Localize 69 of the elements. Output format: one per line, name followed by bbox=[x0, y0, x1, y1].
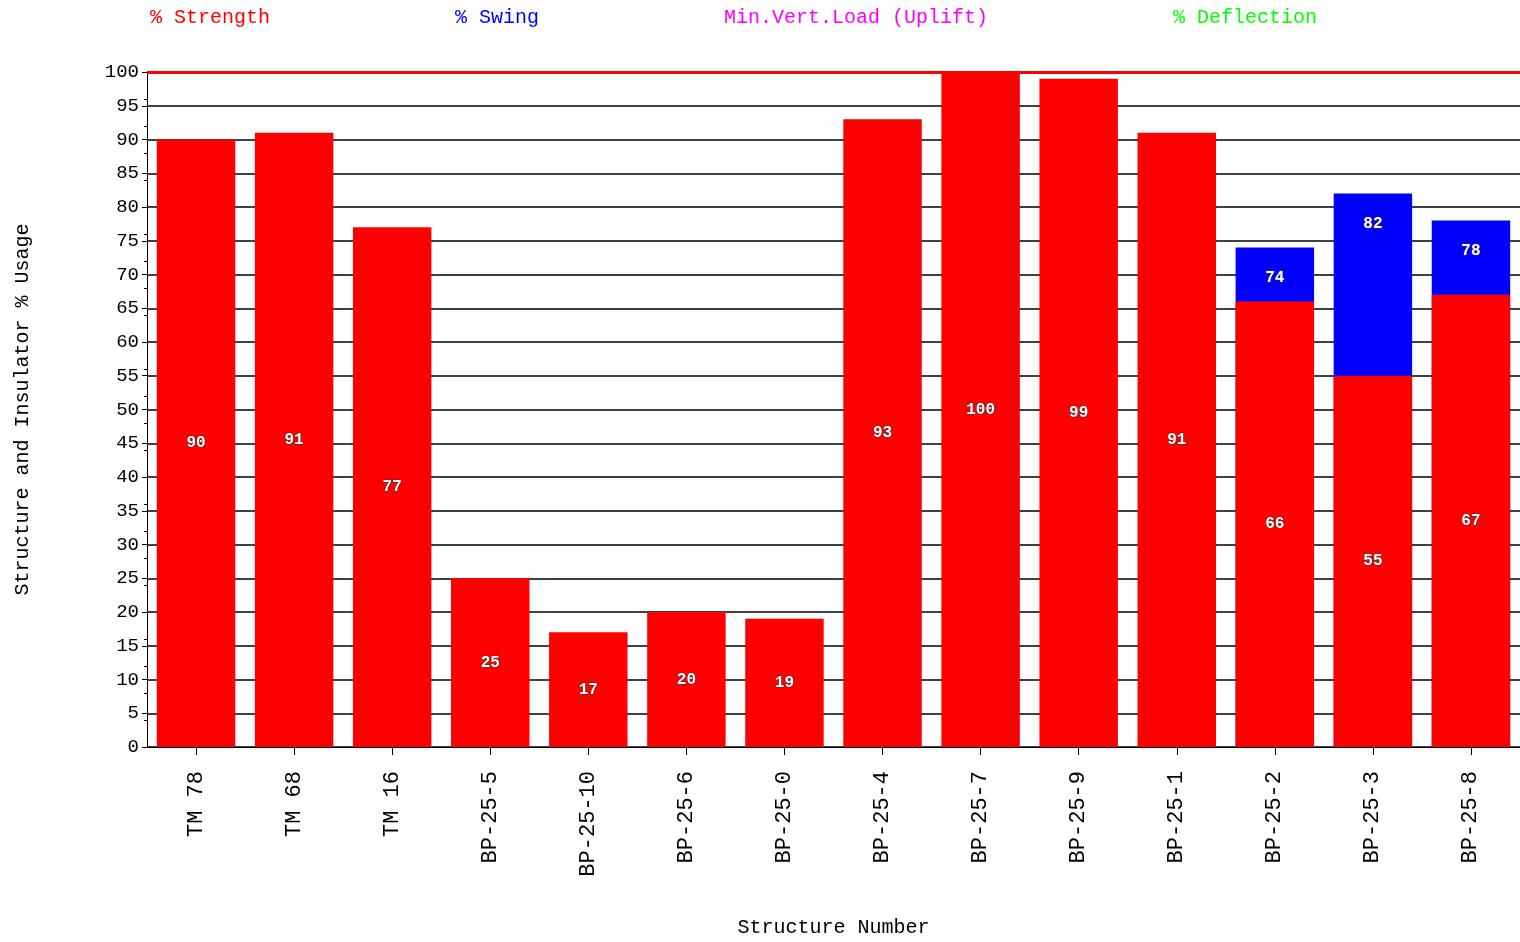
y-tick-label: 40 bbox=[116, 466, 139, 488]
data-label: 17 bbox=[578, 680, 598, 699]
bar bbox=[1333, 375, 1413, 747]
x-tick-label: TM 78 bbox=[183, 771, 209, 838]
y-tick-label: 60 bbox=[116, 331, 139, 353]
x-tick-label: BP-25-8 bbox=[1458, 771, 1484, 864]
x-tick-label: BP-25-2 bbox=[1262, 771, 1288, 864]
x-tick-label: BP-25-3 bbox=[1360, 771, 1386, 864]
x-tick-label: BP-25-5 bbox=[477, 771, 503, 864]
x-axis-title: Structure Number bbox=[737, 915, 930, 939]
data-label: 99 bbox=[1069, 403, 1089, 422]
data-label: 91 bbox=[1167, 430, 1187, 449]
y-tick-label: 35 bbox=[116, 499, 139, 522]
y-tick-label: 55 bbox=[116, 364, 139, 387]
data-label: 19 bbox=[774, 673, 795, 692]
y-tick-label: 50 bbox=[116, 398, 139, 421]
text: % Swing bbox=[455, 5, 540, 29]
y-tick-label: 45 bbox=[116, 432, 139, 455]
data-label: 67 bbox=[1461, 511, 1481, 530]
data-label: 100 bbox=[966, 400, 996, 419]
legend-label: Min.Vert.Load (Uplift) bbox=[724, 5, 989, 29]
y-tick-label: 10 bbox=[116, 668, 139, 691]
data-label: 91 bbox=[284, 430, 304, 449]
bar bbox=[352, 227, 432, 747]
x-tick-label: BP-25-4 bbox=[870, 771, 896, 864]
x-tick-label: BP-25-0 bbox=[771, 771, 797, 864]
y-tick-label: 80 bbox=[116, 196, 139, 218]
data-label: 78 bbox=[1461, 241, 1481, 260]
y-tick-label: 20 bbox=[116, 601, 139, 623]
y-tick-label: 70 bbox=[116, 263, 139, 286]
bar bbox=[1137, 132, 1216, 747]
bar bbox=[745, 618, 824, 747]
y-tick-label: 25 bbox=[116, 567, 139, 590]
y-tick-label: 75 bbox=[116, 229, 139, 252]
x-tick-label: BP-25-1 bbox=[1164, 771, 1190, 864]
bar bbox=[451, 578, 530, 747]
bar bbox=[843, 119, 922, 747]
bar bbox=[1039, 78, 1118, 747]
bar bbox=[549, 632, 628, 747]
y-tick-label: 30 bbox=[116, 533, 139, 556]
y-axis-title: Structure and Insulator % Usage bbox=[10, 223, 34, 596]
data-label: 90 bbox=[186, 434, 206, 453]
data-label: 66 bbox=[1265, 515, 1285, 534]
x-tick-label: TM 16 bbox=[379, 771, 405, 838]
data-label: 74 bbox=[1265, 268, 1285, 287]
y-tick-label: 0 bbox=[127, 736, 139, 758]
data-label: 25 bbox=[480, 653, 500, 672]
data-label: 20 bbox=[676, 670, 696, 689]
x-tick-label: BP-25-7 bbox=[968, 771, 994, 864]
x-tick-label: BP-25-10 bbox=[575, 771, 601, 877]
text: % Strength bbox=[150, 5, 271, 29]
y-tick-label: 15 bbox=[116, 634, 139, 657]
y-tick-label: 90 bbox=[116, 128, 139, 151]
data-label: 77 bbox=[382, 478, 402, 497]
x-tick-label: TM 68 bbox=[281, 771, 307, 838]
x-tick-label: BP-25-9 bbox=[1066, 771, 1092, 864]
y-tick-label: 65 bbox=[116, 297, 139, 320]
bar bbox=[254, 132, 334, 747]
bar bbox=[647, 612, 726, 747]
data-label: 93 bbox=[872, 424, 893, 443]
y-tick-label: 100 bbox=[104, 61, 139, 83]
bar bbox=[156, 139, 236, 747]
y-tick-label: 95 bbox=[116, 94, 139, 117]
y-tick-label: 85 bbox=[116, 162, 139, 185]
y-tick-label: 5 bbox=[127, 702, 139, 725]
legend-label: % Deflection bbox=[1173, 5, 1318, 29]
data-label: 55 bbox=[1363, 552, 1383, 571]
data-label: 82 bbox=[1363, 214, 1383, 233]
x-tick-label: BP-25-6 bbox=[673, 771, 699, 864]
